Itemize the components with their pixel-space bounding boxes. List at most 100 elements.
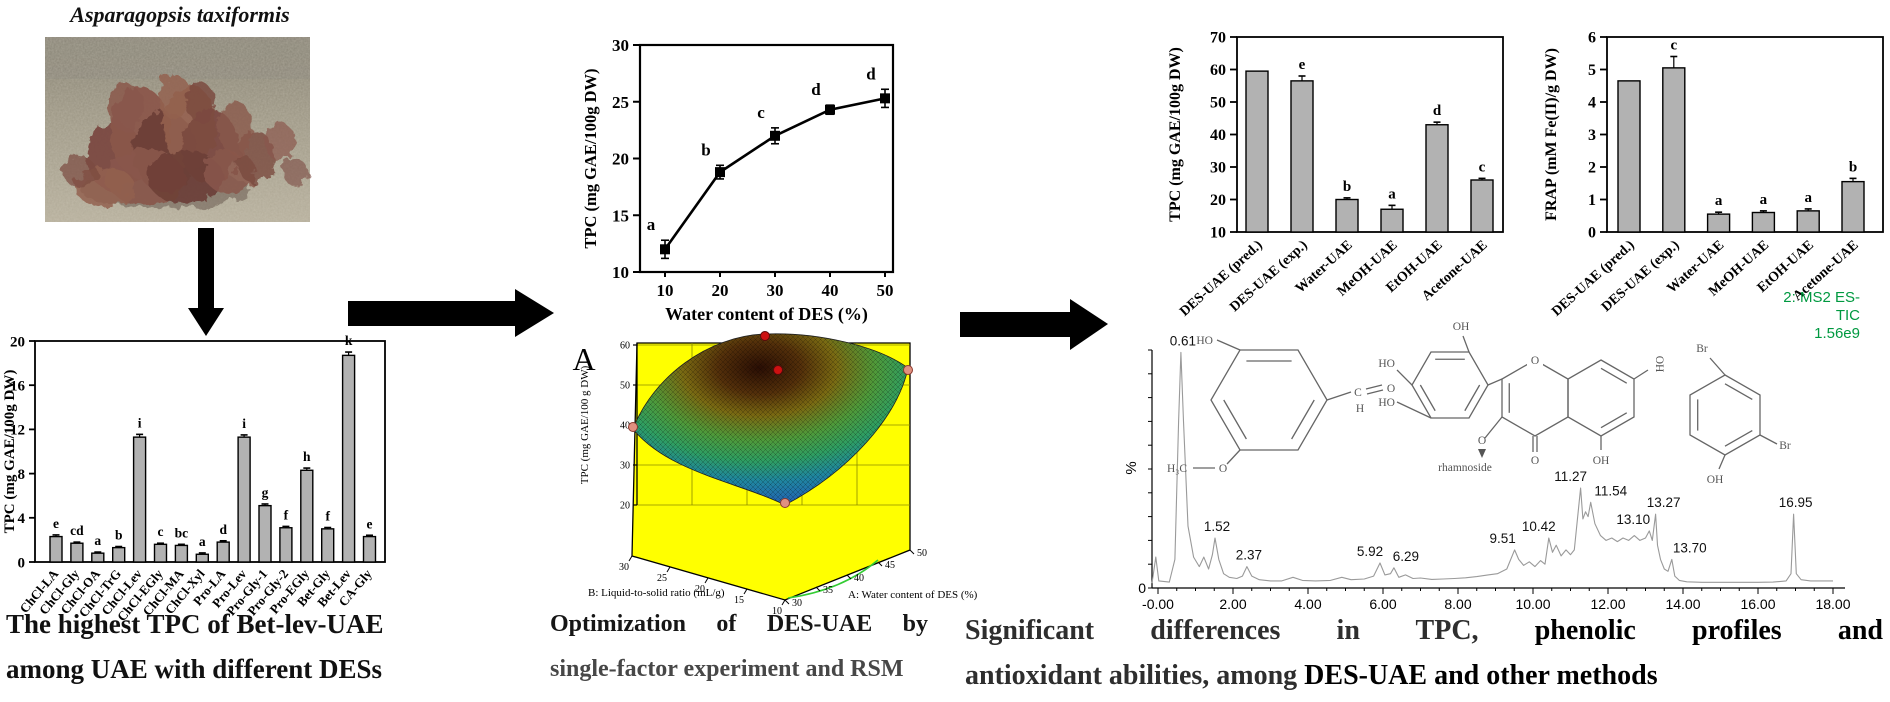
sig-letter: c — [1670, 38, 1677, 54]
sig-letter: c — [757, 103, 765, 122]
m2-oh-bottom-label: OH — [1593, 455, 1610, 467]
peak-label: 5.92 — [1357, 544, 1383, 559]
sig-letter: a — [647, 215, 656, 234]
chrom-x-tick-label: 12.00 — [1590, 596, 1625, 612]
m1-methyl-label: H₃C — [1167, 463, 1187, 475]
x-tick-label: 20 — [712, 281, 729, 300]
m1-ether-o-label: O — [1219, 463, 1227, 475]
sig-letter: d — [219, 522, 227, 537]
ms-annotation: 2: MS2 ES- — [1783, 289, 1860, 306]
bar — [258, 504, 272, 563]
right-caption-seg1: Significant differences in TPC, — [965, 615, 1535, 646]
peak-label: 0.61 — [1170, 333, 1196, 348]
flow-arrow-1 — [348, 289, 554, 337]
m2-double-bond — [1600, 412, 1628, 429]
z-tick-label: 20 — [620, 501, 630, 512]
middle-caption-line1: Optimization of DES-UAE by — [550, 611, 928, 637]
chrom-x-tick-label: 10.00 — [1515, 596, 1550, 612]
right-caption-line2: antioxidant abilities, among DES-UAE and… — [965, 653, 1883, 698]
sig-letter: c — [158, 524, 164, 539]
rsm-surface-plot: A 60 50 40 30 20 TPC (mg GAE/100 g DW) 30 25 20 15… — [572, 331, 978, 617]
seaweed-photo — [45, 37, 310, 222]
y-tick-label: 10 — [612, 263, 629, 282]
a-tick — [815, 586, 821, 592]
bar — [1380, 208, 1404, 233]
left-caption: The highest TPC of Bet-lev-UAE among UAE… — [6, 602, 416, 692]
flow-arrow-2 — [960, 299, 1108, 350]
peak-label: 11.27 — [1554, 469, 1587, 484]
sig-letter: a — [1715, 193, 1723, 209]
m1-bond — [1226, 449, 1241, 465]
peak-label: 9.51 — [1489, 531, 1515, 546]
b-tick-label: 30 — [619, 562, 629, 573]
data-point — [825, 104, 835, 115]
y-tick-label: 20 — [1210, 192, 1226, 209]
m2-bond — [1396, 401, 1432, 419]
sig-letter: d — [866, 64, 876, 83]
bar — [1335, 198, 1359, 233]
y-tick-label: 40 — [1210, 127, 1226, 144]
b-tick-label: 10 — [772, 606, 782, 617]
y-axis-label: FRAP (mM Fe(II)/g DW) — [1543, 48, 1560, 221]
floor-contour — [787, 559, 879, 599]
sig-letter: f — [284, 507, 289, 522]
m1-bond — [1216, 339, 1241, 351]
a-tick-label: 50 — [917, 548, 927, 559]
m1-bond — [1326, 391, 1352, 401]
y-tick-label: 10 — [1210, 225, 1226, 242]
y-tick-label: 2 — [1588, 160, 1596, 177]
design-point — [760, 331, 770, 341]
water-content-line-chart: 10 15 20 25 30 10 20 30 40 50 a b c d d TPC (mg GAE/100… — [581, 36, 895, 325]
right-caption-seg2: phenolic profiles and — [1534, 615, 1883, 646]
y-tick-label: 8 — [18, 467, 26, 483]
a-axis-label: A: Water content of DES (%) — [848, 589, 978, 601]
sig-letter: bc — [175, 525, 189, 540]
chrom-y-axis-label: % — [1123, 461, 1140, 474]
design-point — [773, 365, 783, 375]
sig-letter: a — [1804, 190, 1812, 206]
chrom-x-tick-label: 4.00 — [1294, 596, 1321, 612]
b-tick — [666, 566, 671, 573]
bar — [132, 436, 147, 563]
m1-ring — [1210, 349, 1328, 451]
left-caption-line2: among UAE with different DESs — [6, 654, 383, 684]
m1-double-bond — [1291, 399, 1315, 440]
down-arrow — [188, 228, 224, 336]
surface-mesh — [633, 333, 908, 505]
m1-double-bond — [1223, 399, 1247, 440]
peak-label: 6.29 — [1393, 549, 1419, 564]
m2-ring-o-label: O — [1531, 355, 1539, 367]
m2-oh-top-label: OH — [1453, 321, 1470, 333]
plot-frame — [638, 43, 895, 274]
left-caption-line1: The highest TPC of Bet-lev-UAE — [6, 609, 384, 639]
y-tick-label: 3 — [1588, 127, 1596, 144]
m2-benzo-ring — [1567, 359, 1635, 437]
m2-bond — [1487, 378, 1503, 386]
m2-o-mask — [1527, 352, 1543, 366]
sig-letter: i — [242, 416, 246, 431]
b-tick-label: 15 — [734, 595, 744, 606]
right-caption-line1: Significant differences in TPC, phenolic… — [965, 608, 1883, 653]
peak-label: 13.27 — [1647, 495, 1681, 510]
species-title: Asparagopsis taxiformis — [70, 2, 290, 27]
design-point — [780, 498, 790, 508]
a-tick — [784, 599, 790, 605]
sig-letter: b — [115, 528, 123, 543]
m2-phenyl-ring — [1411, 351, 1489, 419]
bar — [70, 542, 84, 563]
a-tick — [846, 574, 852, 580]
y-axis-label: TPC (mg GAE/100g DW) — [1167, 47, 1184, 222]
m2-double-bond — [1600, 367, 1628, 384]
sig-letter: c — [1479, 159, 1486, 175]
y-tick-label: 30 — [1210, 160, 1226, 177]
sig-letter: d — [1433, 103, 1442, 119]
m1-h-label: H — [1356, 403, 1364, 415]
seaweed-bush — [63, 75, 308, 209]
right-caption-seg3: antioxidant abilities, among — [965, 660, 1305, 691]
m3-bond — [1759, 434, 1778, 445]
data-point — [880, 93, 890, 104]
bar — [1425, 124, 1449, 233]
chrom-x-tick-label: 16.00 — [1740, 596, 1775, 612]
chrom-x-tick-label: -0.00 — [1142, 596, 1174, 612]
